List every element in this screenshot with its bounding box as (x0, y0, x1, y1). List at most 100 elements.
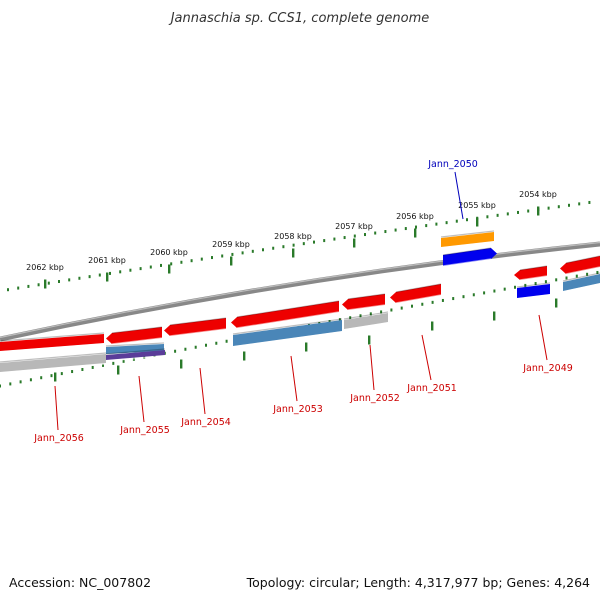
inner-major-tick (117, 365, 120, 375)
outer-track-dot (557, 205, 560, 209)
gene-lower-purple-2055[interactable] (105, 348, 166, 362)
inner-track-dot (544, 280, 547, 284)
gene-label[interactable]: Jann_2055 (119, 425, 170, 436)
inner-track-dot (441, 298, 444, 302)
tick-labels: 2062 kbp 2061 kbp 2060 kbp 2059 kbp 2058 kbp… (26, 190, 558, 382)
gene-jann-2052[interactable] (342, 293, 386, 311)
inner-track-dot (60, 372, 63, 376)
outer-track-dot (88, 275, 91, 279)
gene-jann-2050-orange[interactable] (440, 230, 495, 249)
outer-tick-track (7, 200, 591, 292)
inner-track-dot (174, 349, 177, 353)
inner-track-dot (184, 347, 187, 351)
inner-track-dot (369, 312, 372, 316)
outer-track-dot (7, 288, 9, 292)
gene-jann-2049[interactable] (514, 265, 548, 281)
gene-leader-line (421, 334, 432, 381)
gene-lower-blue-2049[interactable] (516, 282, 551, 300)
outer-track-dot (68, 278, 71, 282)
outer-track-dot (425, 224, 428, 228)
genome-summary-text: Topology: circular; Length: 4,317,977 bp… (246, 575, 590, 590)
gene-jann-2054[interactable] (164, 317, 227, 337)
outer-track-dot (568, 203, 570, 207)
major-tick (44, 279, 47, 289)
inner-track-dot (431, 300, 434, 304)
outer-track-dot (98, 273, 101, 277)
inner-track-dot (112, 361, 115, 365)
gene-label[interactable]: Jann_2051 (406, 383, 457, 394)
outer-track-dot (353, 234, 356, 238)
outer-track-dot (78, 276, 81, 280)
gene-lower-steel-right[interactable] (562, 272, 600, 293)
inner-track-dot (359, 314, 362, 318)
outer-track-dot (517, 210, 519, 214)
outer-track-dot (119, 270, 122, 274)
outer-track-dot (445, 221, 448, 225)
inner-track-dot (555, 278, 558, 282)
inner-track-dot (91, 365, 94, 369)
gene-jann-2051[interactable] (390, 283, 442, 304)
gene-features (0, 230, 600, 374)
major-tick (537, 206, 540, 216)
outer-track-dot (455, 219, 458, 223)
gene-lower-gray-left[interactable] (0, 352, 107, 374)
inner-track-dot (514, 285, 516, 289)
inner-track-dot (205, 343, 207, 347)
gene-label[interactable]: Jann_2053 (272, 404, 323, 415)
inner-major-tick (305, 342, 308, 352)
outer-track-dot (109, 271, 111, 275)
gene-label[interactable]: Jann_2050 (427, 159, 478, 170)
gene-jann-2050[interactable] (442, 247, 497, 267)
major-tick (353, 238, 356, 248)
gene-jann-2055[interactable] (106, 326, 163, 345)
gene-leader-line (54, 385, 59, 431)
inner-major-tick (243, 351, 246, 361)
outer-track-dot (302, 242, 305, 246)
inner-major-tick (493, 311, 496, 321)
inner-major-tick (555, 298, 558, 308)
outer-track-dot (415, 225, 417, 229)
outer-track-dot (404, 227, 407, 231)
outer-track-dot (58, 280, 60, 284)
inner-track-dot (462, 295, 465, 299)
gene-leader-line (138, 375, 145, 423)
major-tick (414, 228, 417, 238)
outer-track-dot (323, 239, 326, 243)
outer-track-dot (37, 283, 40, 287)
inner-track-dot (534, 282, 537, 286)
outer-track-dot (527, 209, 530, 213)
major-tick (106, 272, 109, 282)
gene-leader-line (538, 314, 548, 361)
gene-label[interactable]: Jann_2054 (180, 417, 231, 428)
inner-track-dot (0, 384, 1, 388)
inner-track-dot (596, 270, 599, 274)
inner-track-dot (503, 287, 506, 291)
outer-track-dot (190, 259, 193, 263)
outer-track-dot (170, 262, 173, 266)
genome-backbone (0, 241, 600, 342)
gene-jann-2056[interactable] (0, 332, 105, 353)
gene-leader-line (369, 344, 375, 391)
gene-lower-steel-2053[interactable] (232, 318, 343, 348)
inner-major-tick (368, 335, 371, 345)
gene-label[interactable]: Jann_2049 (522, 363, 573, 374)
gene-lower-gray-2052[interactable] (343, 311, 389, 331)
outer-track-dot (272, 246, 275, 250)
gene-leader-line (454, 171, 464, 220)
outer-track-dot (374, 231, 377, 235)
inner-track-dot (194, 345, 197, 349)
gene-right-edge-red[interactable] (560, 255, 600, 275)
gene-label[interactable]: Jann_2056 (33, 433, 84, 444)
tick-label: 2059 kbp (212, 240, 250, 249)
gene-jann-2053[interactable] (231, 300, 340, 329)
inner-track-dot (452, 297, 455, 301)
inner-track-dot (472, 293, 475, 297)
outer-track-dot (384, 230, 387, 234)
gene-label[interactable]: Jann_2052 (349, 393, 400, 404)
inner-track-dot (400, 306, 403, 310)
major-tick (168, 264, 171, 274)
inner-track-dot (19, 380, 22, 384)
map-title: Jannaschia sp. CCS1, complete genome (170, 11, 430, 26)
